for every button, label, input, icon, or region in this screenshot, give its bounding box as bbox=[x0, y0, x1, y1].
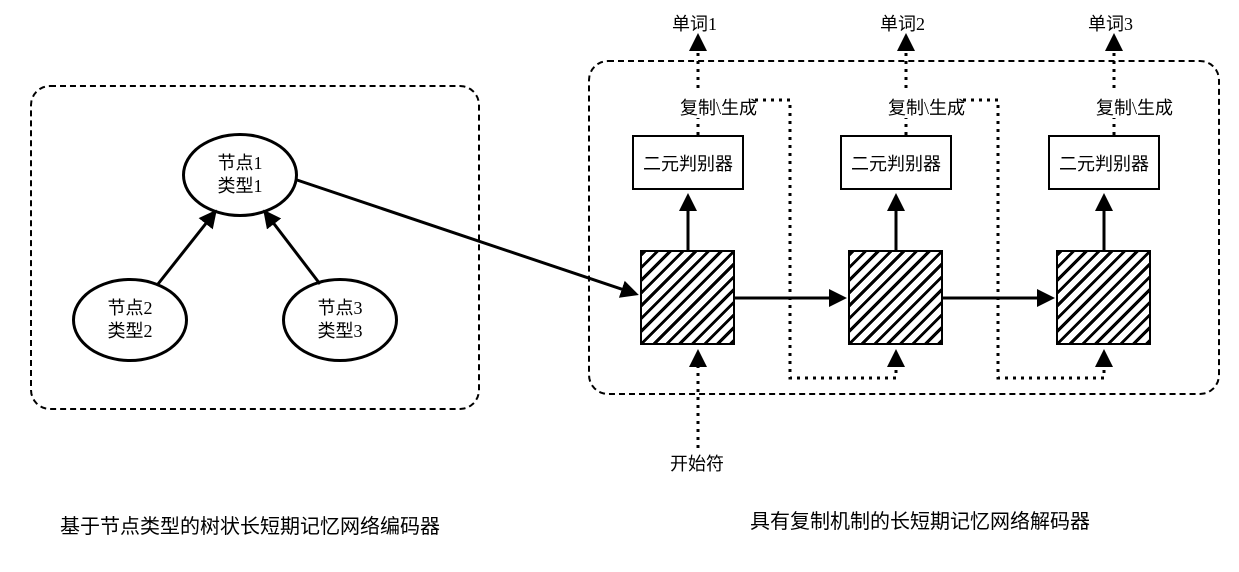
decoder-cell-2 bbox=[848, 250, 943, 345]
discriminator-1-label: 二元判别器 bbox=[643, 150, 733, 176]
node-right-line2: 类型3 bbox=[318, 320, 363, 343]
node-root-line1: 节点1 bbox=[218, 152, 263, 175]
node-right-line1: 节点3 bbox=[318, 297, 363, 320]
discriminator-2: 二元判别器 bbox=[840, 135, 952, 190]
output-word-3: 单词3 bbox=[1088, 10, 1133, 36]
copy-gen-label-1: 复制\生成 bbox=[680, 94, 757, 120]
diagram-canvas: 节点1 类型1 节点2 类型2 节点3 类型3 二元判别器 复制\生成 单词1 … bbox=[0, 0, 1239, 572]
decoder-cell-1 bbox=[640, 250, 735, 345]
discriminator-1: 二元判别器 bbox=[632, 135, 744, 190]
discriminator-3-label: 二元判别器 bbox=[1059, 150, 1149, 176]
decoder-caption: 具有复制机制的长短期记忆网络解码器 bbox=[720, 505, 1120, 534]
start-symbol-label: 开始符 bbox=[670, 450, 724, 476]
copy-gen-label-3: 复制\生成 bbox=[1096, 94, 1173, 120]
decoder-cell-3 bbox=[1056, 250, 1151, 345]
output-word-2: 单词2 bbox=[880, 10, 925, 36]
node-root: 节点1 类型1 bbox=[182, 133, 298, 217]
node-root-line2: 类型1 bbox=[218, 175, 263, 198]
copy-gen-label-2: 复制\生成 bbox=[888, 94, 965, 120]
output-word-1: 单词1 bbox=[672, 10, 717, 36]
node-right: 节点3 类型3 bbox=[282, 278, 398, 362]
discriminator-3: 二元判别器 bbox=[1048, 135, 1160, 190]
node-left-line2: 类型2 bbox=[108, 320, 153, 343]
node-left: 节点2 类型2 bbox=[72, 278, 188, 362]
encoder-caption: 基于节点类型的树状长短期记忆网络编码器 bbox=[30, 510, 470, 539]
node-left-line1: 节点2 bbox=[108, 297, 153, 320]
discriminator-2-label: 二元判别器 bbox=[851, 150, 941, 176]
